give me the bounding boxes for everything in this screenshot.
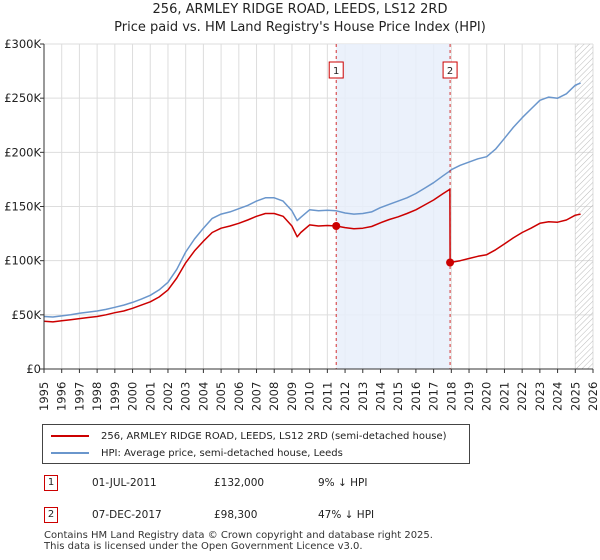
x-tick-label: 2008: [267, 382, 281, 411]
x-tick-label: 2002: [161, 382, 175, 411]
sale-point: [332, 222, 341, 230]
x-tick-label: 2000: [126, 382, 140, 411]
x-tick-label: 2025: [568, 382, 582, 411]
x-tick-label: 2022: [515, 382, 529, 411]
y-tick-label: £250K: [4, 91, 41, 105]
sale-hpi-diff: 47% ↓ HPI: [318, 509, 375, 521]
x-tick-label: 1997: [72, 382, 86, 411]
y-tick-label: £50K: [12, 308, 42, 322]
legend-item-property: 256, ARMLEY RIDGE ROAD, LEEDS, LS12 2RD …: [51, 428, 447, 444]
sale-box-label: 1: [333, 66, 339, 77]
x-tick-label: 1999: [108, 382, 122, 411]
footer-copyright: Contains HM Land Registry data © Crown c…: [44, 530, 433, 541]
sale-date: 01-JUL-2011: [92, 477, 157, 489]
ownership-shade: [336, 44, 451, 369]
sale-hpi-diff: 9% ↓ HPI: [318, 477, 368, 489]
sale-price: £132,000: [214, 477, 265, 489]
x-tick-label: 1996: [55, 382, 69, 411]
sale-price: £98,300: [214, 509, 258, 521]
price-chart: 1 2 £0 £50K £100K £150K £200K £250K £300K 1995 19…: [4, 37, 600, 411]
legend-item-hpi: HPI: Average price, semi-detached house,…: [51, 445, 343, 461]
y-tick-label: £0: [26, 362, 41, 376]
x-tick-label: 1995: [37, 382, 51, 411]
x-tick-label: 2009: [285, 382, 299, 411]
sale-box-label: 2: [447, 66, 453, 77]
x-tick-label: 2006: [232, 382, 246, 411]
x-tick-label: 2005: [214, 382, 228, 411]
x-tick-label: 2015: [391, 382, 405, 411]
x-tick-label: 2004: [196, 382, 210, 411]
x-tick-label: 2003: [179, 382, 193, 411]
x-tick-label: 2007: [250, 382, 264, 411]
x-tick-label: 2021: [497, 382, 511, 411]
x-tick-label: 2013: [356, 382, 370, 411]
hpi-line: [43, 82, 581, 318]
chart-subtitle: Price paid vs. HM Land Registry's House …: [114, 20, 486, 35]
x-tick-label: 2014: [373, 382, 387, 411]
legend: 256, ARMLEY RIDGE ROAD, LEEDS, LS12 2RD …: [42, 424, 470, 464]
x-tick-label: 2011: [320, 382, 334, 411]
x-tick-label: 1998: [90, 382, 104, 411]
footer-licence: This data is licensed under the Open Gov…: [44, 541, 363, 552]
legend-swatch-property: [51, 435, 89, 437]
sale-box: [442, 61, 458, 79]
y-tick-label: £100K: [4, 254, 41, 268]
x-tick-label: 2001: [143, 382, 157, 411]
x-tick-label: 2012: [338, 382, 352, 411]
x-tick-label: 2019: [462, 382, 476, 411]
x-tick-label: 2020: [480, 382, 494, 411]
sale-marker-badge: 2: [44, 507, 58, 523]
x-tick-label: 2017: [427, 382, 441, 411]
y-tick-label: £200K: [4, 145, 41, 159]
x-tick-label: 2018: [444, 382, 458, 411]
x-tick-label: 2010: [303, 382, 317, 411]
sale-box: [328, 61, 344, 79]
future-hatch: [575, 44, 593, 369]
x-tick-label: 2023: [533, 382, 547, 411]
y-tick-label: £150K: [4, 200, 41, 214]
x-tick-label: 2026: [586, 382, 600, 411]
sale-point: [446, 258, 455, 267]
sale-date: 07-DEC-2017: [92, 509, 162, 521]
y-tick-label: £300K: [4, 37, 41, 51]
x-tick-label: 2016: [409, 382, 423, 411]
legend-swatch-hpi: [51, 452, 89, 454]
sale-marker-badge: 1: [44, 475, 58, 491]
legend-label-hpi: HPI: Average price, semi-detached house,…: [101, 447, 343, 459]
footer: Contains HM Land Registry data © Crown c…: [44, 530, 433, 552]
x-tick-label: 2024: [551, 382, 565, 411]
property-price-line: [43, 188, 581, 323]
legend-label-property: 256, ARMLEY RIDGE ROAD, LEEDS, LS12 2RD …: [101, 430, 447, 442]
chart-title: 256, ARMLEY RIDGE ROAD, LEEDS, LS12 2RD: [152, 2, 448, 17]
